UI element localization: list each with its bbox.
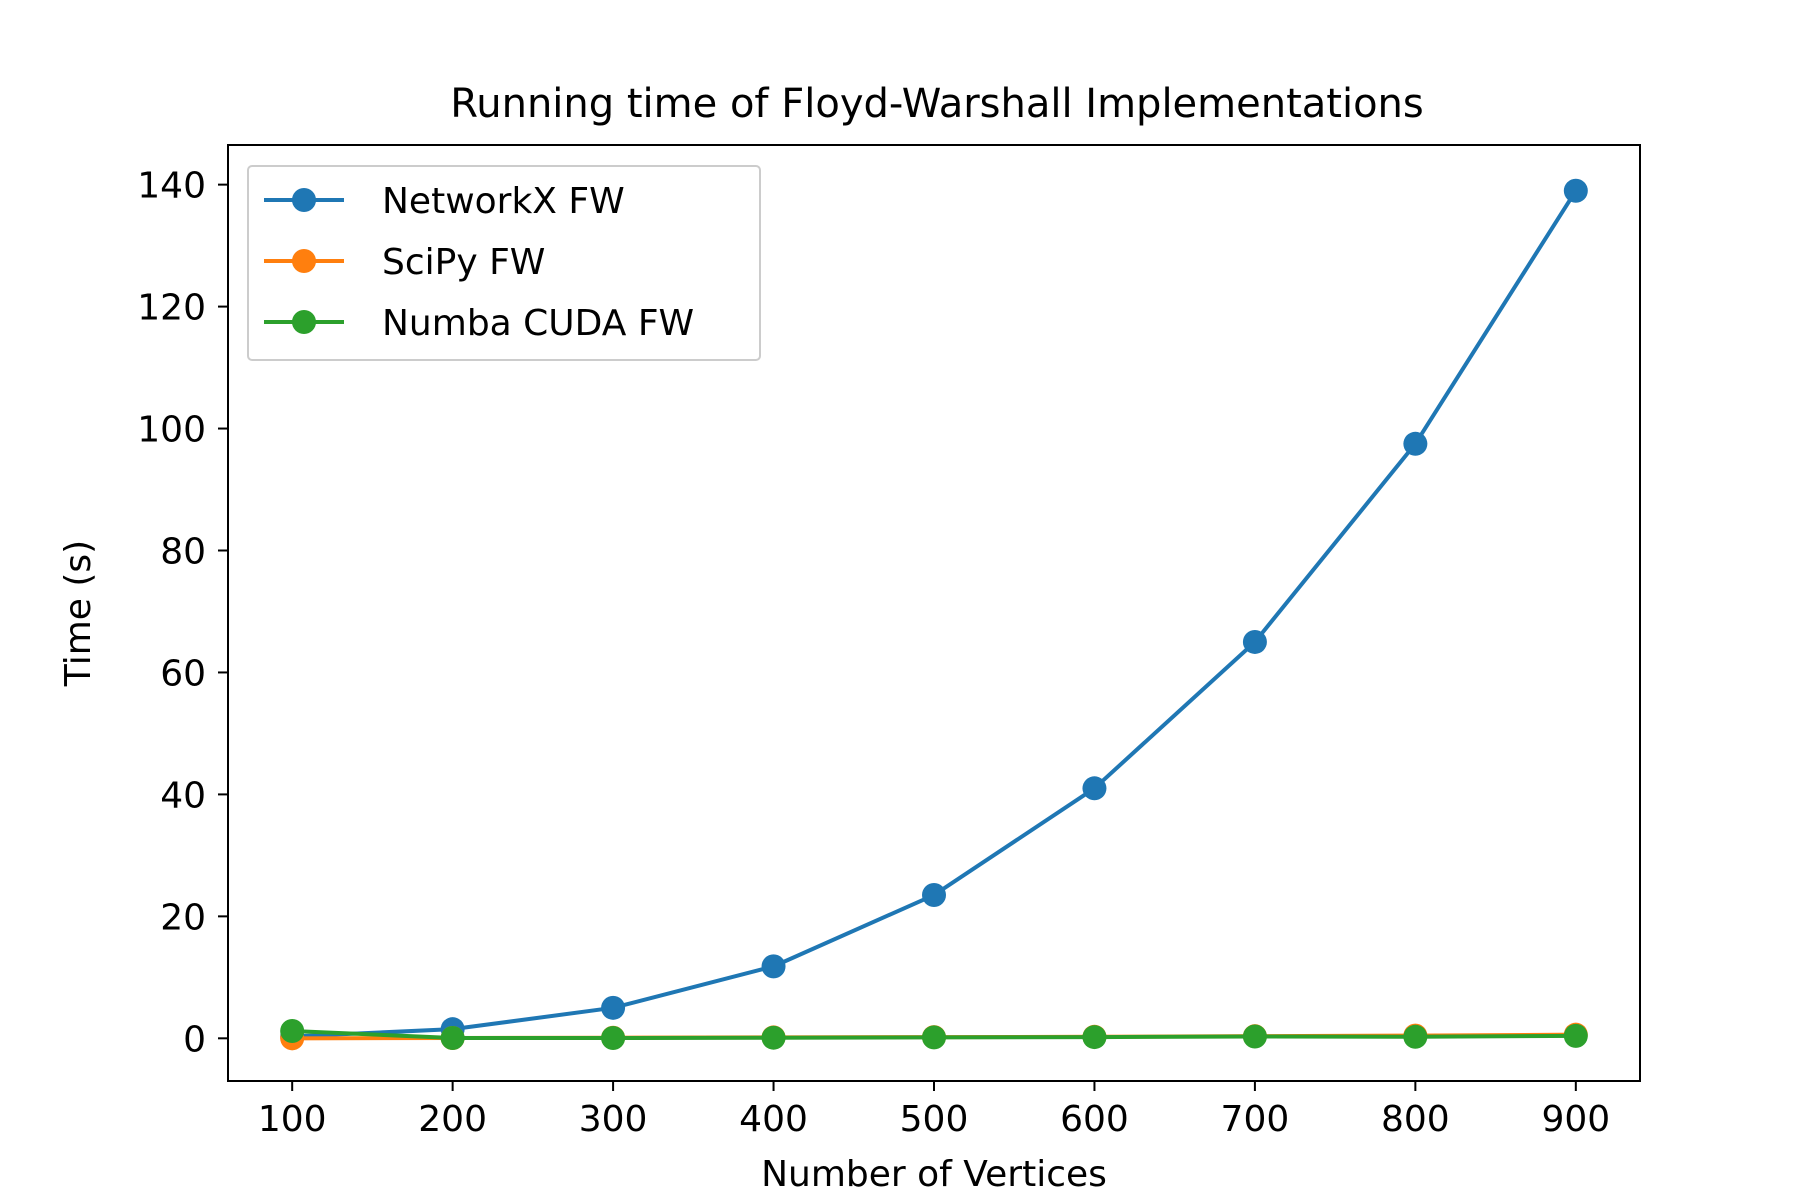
data-point bbox=[601, 1026, 626, 1051]
x-tick-label: 900 bbox=[1541, 1099, 1610, 1140]
x-tick-label: 100 bbox=[258, 1099, 327, 1140]
data-point bbox=[922, 883, 946, 908]
ticks-layer: 100 200 300 400 500 600 700 800 900 0 20 40 60 80 100 1… bbox=[137, 166, 1610, 1140]
data-point bbox=[761, 1025, 786, 1050]
data-point bbox=[1563, 1023, 1588, 1048]
x-tick-label: 300 bbox=[579, 1099, 648, 1140]
y-axis-label: Time (s) bbox=[58, 540, 99, 687]
data-point bbox=[1242, 629, 1267, 654]
y-tick-label: 40 bbox=[160, 775, 206, 816]
y-tick-label: 80 bbox=[160, 531, 206, 572]
x-tick-label: 700 bbox=[1221, 1099, 1290, 1140]
x-axis-label: Number of Vertices bbox=[761, 1154, 1107, 1195]
chart-title: Running time of Floyd-Warshall Implement… bbox=[450, 81, 1424, 127]
legend-label: Numba CUDA FW bbox=[382, 303, 694, 344]
data-point bbox=[280, 1018, 305, 1043]
series-2 bbox=[280, 1018, 1588, 1051]
data-point bbox=[1082, 1025, 1107, 1050]
legend-label: NetworkX FW bbox=[382, 181, 625, 222]
y-tick-label: 140 bbox=[137, 166, 206, 207]
plot-frame bbox=[227, 144, 1641, 1082]
legend-label: SciPy FW bbox=[382, 242, 545, 283]
y-tick-label: 20 bbox=[160, 897, 206, 938]
x-tick-label: 400 bbox=[739, 1099, 808, 1140]
y-tick-label: 0 bbox=[183, 1019, 206, 1060]
x-tick-label: 200 bbox=[418, 1099, 487, 1140]
legend-box bbox=[247, 165, 761, 361]
data-point bbox=[922, 1025, 946, 1050]
data-point bbox=[761, 954, 786, 979]
legend-marker bbox=[292, 310, 316, 334]
data-point bbox=[1403, 431, 1428, 456]
data-point bbox=[440, 1026, 465, 1051]
x-tick-label: 800 bbox=[1381, 1099, 1450, 1140]
y-tick-label: 100 bbox=[137, 410, 206, 451]
data-point bbox=[601, 995, 626, 1020]
series-layer bbox=[280, 178, 1588, 1051]
y-tick-label: 120 bbox=[137, 288, 206, 329]
legend-marker bbox=[292, 249, 316, 273]
x-tick-label: 600 bbox=[1060, 1099, 1129, 1140]
legend-marker bbox=[292, 188, 316, 212]
legend: NetworkX FW SciPy FW Numba CUDA FW bbox=[247, 165, 761, 361]
data-point bbox=[1082, 776, 1107, 801]
y-tick-label: 60 bbox=[160, 653, 206, 694]
data-point bbox=[1403, 1024, 1428, 1049]
data-point bbox=[1242, 1024, 1267, 1049]
data-point bbox=[1563, 178, 1588, 203]
x-tick-label: 500 bbox=[900, 1099, 969, 1140]
